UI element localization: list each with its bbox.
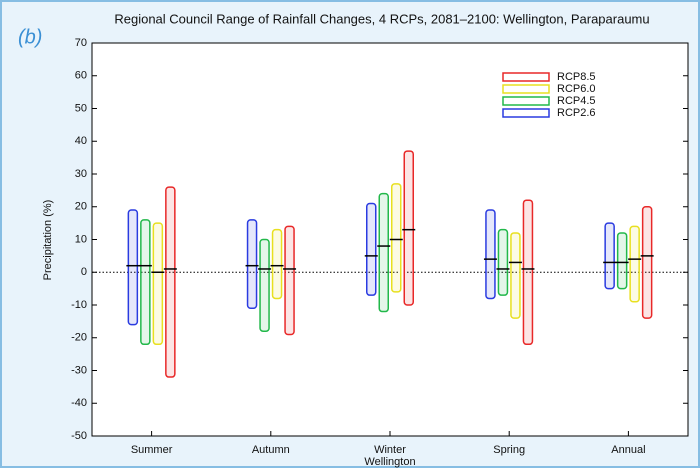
y-tick-label: -50: [71, 430, 87, 442]
legend-swatch: [502, 108, 550, 118]
y-tick-label: 20: [75, 201, 87, 213]
legend-label: RCP2.6: [557, 107, 596, 119]
range-bar: [366, 202, 377, 296]
x-tick-label: Autumn: [252, 444, 290, 456]
range-bar: [152, 222, 164, 346]
range-bar: [271, 228, 283, 300]
y-tick-label: -10: [71, 299, 87, 311]
range-bar: [485, 209, 496, 300]
x-tick-label: Annual: [611, 444, 645, 456]
panel-label: (b): [18, 26, 42, 48]
y-tick-label: -20: [71, 332, 87, 344]
legend-swatch: [502, 96, 550, 106]
range-bar: [497, 228, 509, 296]
range-bar: [641, 206, 653, 319]
legend-swatch: [502, 84, 550, 94]
range-bar: [629, 225, 640, 303]
x-axis-label: Wellington: [364, 456, 415, 468]
y-tick-label: -30: [71, 364, 87, 376]
y-tick-label: -40: [71, 397, 87, 409]
y-tick-label: 0: [81, 266, 87, 278]
y-tick-label: 70: [75, 37, 87, 49]
x-tick-label: Spring: [493, 444, 525, 456]
y-tick-label: 10: [75, 233, 87, 245]
range-bar: [246, 219, 258, 310]
y-axis-label: Precipitation (%): [42, 200, 54, 281]
range-bar: [127, 209, 139, 326]
legend-label: RCP4.5: [557, 95, 596, 107]
x-tick-label: Summer: [131, 444, 173, 456]
legend-label: RCP6.0: [557, 83, 596, 95]
range-bar: [616, 232, 628, 290]
y-tick-label: 50: [75, 102, 87, 114]
range-bar: [391, 183, 402, 293]
y-tick-label: 40: [75, 135, 87, 147]
range-bar: [378, 192, 389, 313]
range-bar: [522, 199, 534, 346]
range-bar: [259, 238, 270, 332]
chart-title: Regional Council Range of Rainfall Chang…: [114, 11, 649, 26]
range-bar: [284, 225, 295, 336]
range-bar: [165, 186, 176, 378]
range-bar: [140, 219, 151, 346]
range-bar: [403, 150, 414, 306]
range-bar: [510, 232, 521, 319]
range-bar: [604, 222, 615, 290]
y-tick-label: 60: [75, 70, 87, 82]
y-tick-label: 30: [75, 168, 87, 180]
x-tick-label: Winter: [374, 444, 406, 456]
legend-label: RCP8.5: [557, 71, 596, 83]
legend-swatch: [502, 72, 550, 82]
